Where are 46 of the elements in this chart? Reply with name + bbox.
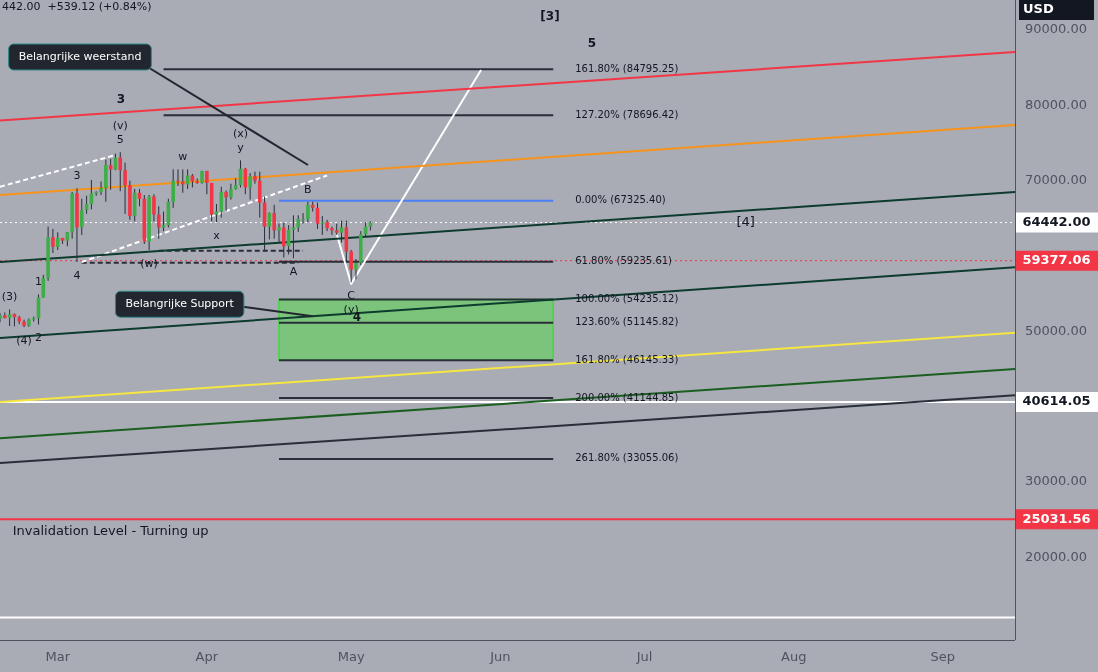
y-tick-label: 30000.00 (1025, 473, 1088, 489)
annotation: 161.80% (84795.25) (575, 62, 679, 74)
y-tick-label: 80000.00 (1025, 96, 1088, 112)
annotation: y (237, 141, 245, 155)
ref-line-label: 25031.56 (1022, 510, 1091, 526)
x-tick-label: Mar (45, 649, 71, 665)
annotation: x (213, 228, 221, 242)
y-tick-label: 70000.00 (1025, 172, 1088, 188)
x-tick-label: Apr (195, 649, 219, 665)
annotation: A (289, 265, 298, 279)
annotation: (x) (232, 127, 249, 141)
annotation: 127.20% (78696.42) (575, 108, 679, 120)
y-tick-label: 50000.00 (1025, 322, 1088, 338)
ref-line-label: 40614.05 (1022, 393, 1091, 409)
annotation: 3 (116, 92, 126, 107)
y-axis-title: USD (1023, 1, 1054, 17)
x-tick-label: Jun (489, 649, 511, 665)
annotation: 4 (73, 268, 81, 282)
y-tick-label: 20000.00 (1025, 548, 1088, 564)
ref-line-label: 64442.00 (1022, 213, 1091, 229)
chart-subtitle: 442.00 +539.12 (+0.84%) (2, 0, 152, 13)
ref-line-label: 59377.06 (1022, 252, 1091, 268)
annotation: 1 (34, 275, 42, 289)
annotation: [3] (540, 9, 560, 24)
y-tick-label: 90000.00 (1025, 21, 1088, 37)
annotation: w (178, 150, 188, 164)
annotation: [4] (736, 214, 755, 230)
annotation: 3 (73, 169, 81, 183)
annotation: Invalidation Level - Turning up (12, 522, 209, 538)
annotation: B (304, 182, 312, 196)
x-tick-label: May (337, 649, 365, 665)
annotation: (4) (16, 334, 32, 348)
annotation: (3) (1, 290, 18, 304)
annotation: 0.00% (67325.40) (575, 194, 666, 206)
annotation: 61.80% (59235.61) (575, 255, 673, 267)
annotation: C (347, 289, 356, 303)
x-tick-label: Aug (781, 649, 807, 665)
annotation: 5 (587, 36, 597, 51)
annotation: Belangrijke weerstand (18, 49, 142, 63)
x-tick-label: Sep (930, 649, 956, 665)
annotation: 261.80% (33055.06) (575, 452, 679, 464)
annotation: 5 (116, 133, 124, 147)
annotation: 123.60% (51145.82) (575, 316, 679, 328)
x-tick-label: Jul (635, 649, 653, 665)
annotation: Belangrijke Support (125, 297, 235, 311)
annotation: (v) (112, 119, 128, 133)
